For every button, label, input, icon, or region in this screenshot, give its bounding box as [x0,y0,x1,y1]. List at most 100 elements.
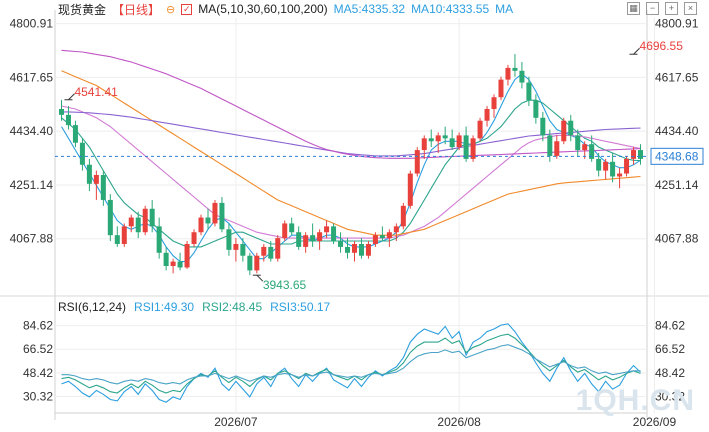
candle-body [198,217,204,233]
candle-body [310,235,316,242]
candle-body [324,226,330,233]
main-ytick-right: 4251.14 [655,178,699,192]
candle-body [393,226,399,233]
candle-body [282,223,288,239]
ma60-line [61,70,641,236]
x-tick-label: 2026/09 [633,415,677,429]
candle-body [86,164,92,184]
candle-body [589,144,595,159]
candle-body [338,241,344,247]
candle-body [100,175,106,200]
candle-body [421,138,427,151]
candle-body [72,125,78,143]
candle-body [149,208,155,227]
ma200-line [61,49,641,159]
candle-body [491,97,497,109]
candle-body [428,138,434,142]
x-tick-label: 2026/07 [214,415,258,429]
candle-body [505,67,511,80]
candle-body [79,142,85,165]
main-ytick-left: 4434.40 [10,124,54,138]
rsi-ytick-right: 48.42 [655,366,685,380]
rsi-label: RSI(6,12,24) [58,300,127,314]
candle-body [638,150,644,159]
candle-body [477,120,483,139]
candle-body [519,70,525,83]
annotation-label: 4541.41 [74,85,118,99]
rsi1-value: RSI1:49.30 [134,300,195,314]
main-legend: 现货黄金 【日线】 ⊖ ✓ MA(5,10,30,60,100,200) MA5… [58,1,513,17]
candle-body [526,82,532,101]
rsi-ytick-left: 66.52 [23,342,53,356]
main-ytick-left: 4251.14 [10,178,54,192]
candle-body [547,135,553,156]
candle-body [212,202,218,224]
rsi-legend: RSI(6,12,24) RSI1:49.30 RSI2:48.45 RSI3:… [58,299,330,315]
rsi3-line [61,344,641,385]
annotation-leader [633,47,640,55]
main-ytick-right: 4617.65 [655,70,699,84]
candle-body [289,223,295,233]
candle-body [407,173,413,206]
candle-body [386,232,392,239]
candle-body [400,205,406,227]
expand-icon[interactable]: + [665,2,678,15]
toolbar-icons: ▦ − + × [627,2,697,15]
rsi-ytick-left: 84.62 [23,319,53,333]
candle-body [603,161,609,171]
candle-body [345,246,351,253]
candle-body [177,261,183,268]
annotation-leader [256,274,264,282]
candle-body [114,235,120,244]
rsi-ytick-left: 48.42 [23,366,53,380]
close-icon[interactable]: × [684,2,697,15]
candle-body [247,255,253,271]
candle-body [219,202,225,230]
current-price-label: 4348.68 [655,149,699,163]
candle-body [240,243,246,256]
annotation-label: 4696.55 [640,39,684,53]
main-ytick-left: 4800.91 [10,17,54,31]
minimize-icon[interactable]: − [646,2,659,15]
candle-body [596,158,602,171]
candle-body [456,135,462,148]
candle-body [379,235,385,239]
candle-body [191,232,197,244]
main-ytick-right: 4800.91 [655,17,699,31]
candle-body [617,173,623,177]
candle-body [226,229,232,250]
candle-body [358,243,364,256]
candle-body [275,238,281,259]
current-price-tag [650,147,704,165]
candle-body [449,138,455,148]
candle-body [442,135,448,139]
candle-body [331,226,337,242]
rsi-ytick-right: 84.62 [655,319,685,333]
candle-body [156,226,162,253]
candle-body [463,135,469,159]
candle-body [268,246,274,259]
ma10-value: MA10:4333.55 [411,2,490,16]
settings-icon[interactable]: ⊖ [166,3,176,16]
ma-toggle-icon[interactable]: ✓ [181,3,193,15]
main-ytick-right: 4067.88 [655,232,699,246]
grid-icon[interactable]: ▦ [627,2,640,15]
candle-body [414,150,420,174]
candle-body [498,79,504,98]
rsi-ytick-right: 66.52 [655,342,685,356]
candle-body [512,67,518,71]
x-tick-label: 2026/08 [437,415,481,429]
ma-label: MA(5,10,30,60,100,200) [198,2,328,16]
ma-more: MA [495,2,514,16]
candle-body [610,161,616,177]
candle-body [568,120,574,136]
annotation-label: 3943.65 [263,278,307,292]
ma30-line [61,105,641,239]
period-selector[interactable]: 【日线】 [112,2,161,17]
candle-body [365,243,371,256]
candle-body [128,217,134,227]
candle-body [107,199,113,236]
candle-body [540,117,546,136]
candle-body [142,208,148,233]
candle-body [554,141,560,156]
